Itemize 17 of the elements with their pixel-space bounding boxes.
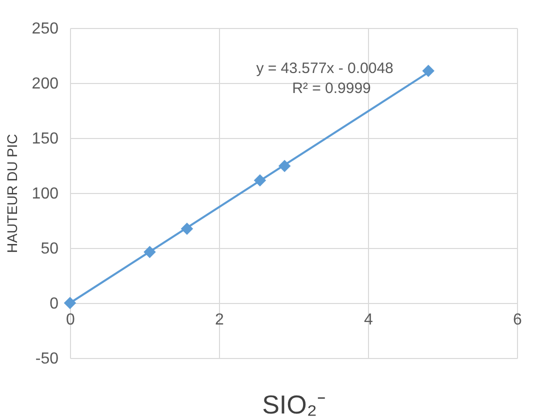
y-axis-title: HAUTEUR DU PIC — [4, 134, 20, 254]
y-tick-label: 50 — [40, 240, 59, 258]
x-axis-title: SIO₂⁻ — [262, 390, 326, 419]
x-tick-label: 0 — [66, 312, 76, 328]
y-tick-label: 200 — [32, 76, 59, 92]
y-tick-label: 150 — [32, 130, 59, 148]
point — [422, 64, 434, 78]
y-tick-label: 100 — [32, 186, 59, 202]
x-tick-label: 2 — [215, 312, 224, 328]
point — [64, 296, 76, 310]
annotation: y = 43.577x - 0.0048 — [256, 60, 394, 77]
x-tick-label: 6 — [513, 312, 522, 328]
annotation: R² = 0.9999 — [292, 80, 371, 97]
y-tick-label: -50 — [35, 350, 59, 368]
y-tick-label: 250 — [32, 20, 59, 38]
y-tick-label: 0 — [50, 296, 59, 312]
x-tick-label: 4 — [364, 312, 374, 328]
